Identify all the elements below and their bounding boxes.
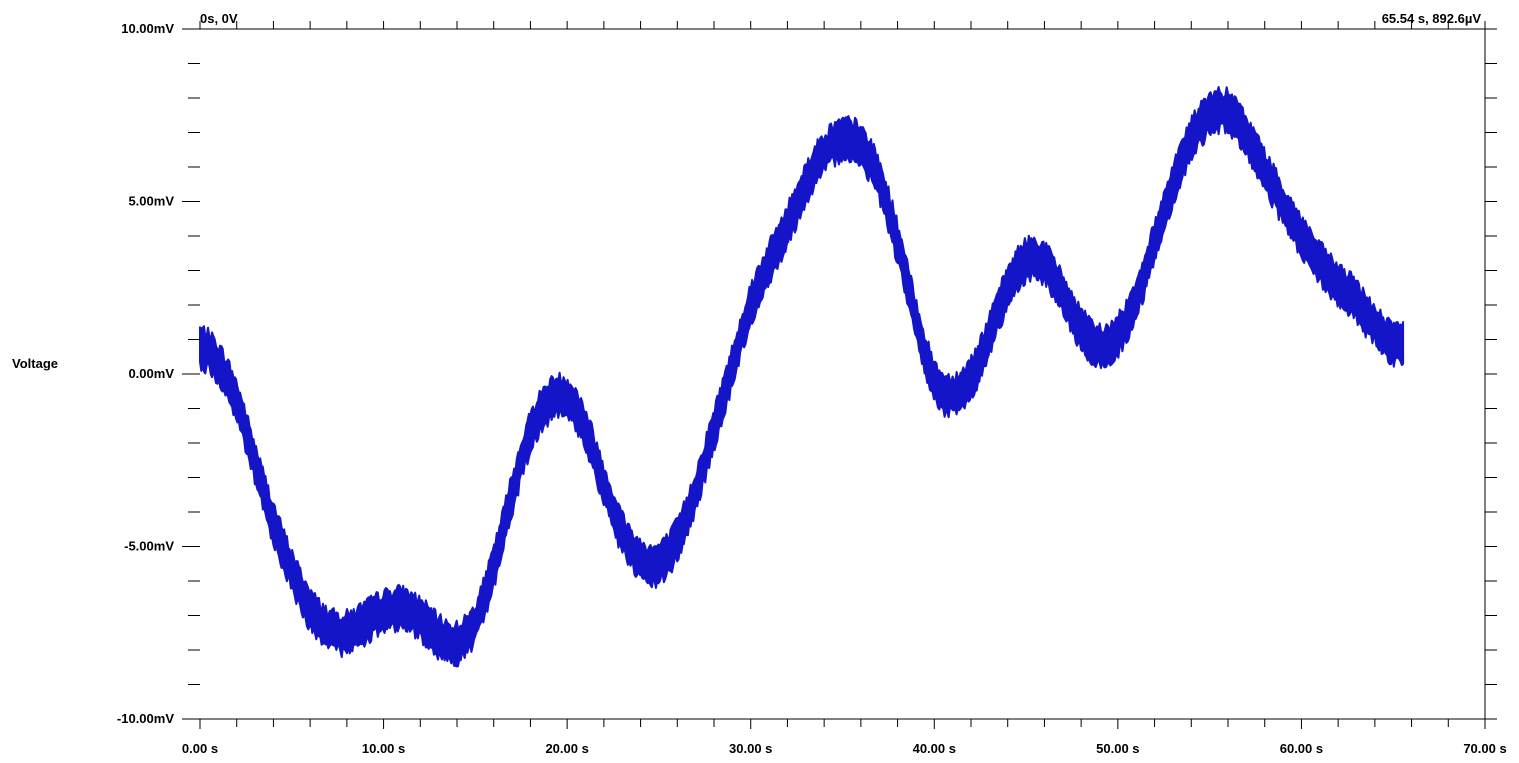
x-tick-label: 40.00 s <box>913 741 956 756</box>
x-tick-label: 50.00 s <box>1096 741 1139 756</box>
x-tick-label: 30.00 s <box>729 741 772 756</box>
signal-band <box>199 86 1405 668</box>
y-axis-label: Voltage <box>12 356 58 371</box>
y-tick-label: -10.00mV <box>117 711 174 726</box>
end-cursor-readout: 65.54 s, 892.6µV <box>1382 11 1482 26</box>
y-tick-label: 5.00mV <box>128 194 174 209</box>
x-tick-labels: 0.00 s 10.00 s 20.00 s 30.00 s 40.00 s 50.00 … <box>182 741 1507 756</box>
x-tick-label: 10.00 s <box>362 741 405 756</box>
x-tick-label: 60.00 s <box>1280 741 1323 756</box>
x-tick-label: 70.00 s <box>1463 741 1506 756</box>
y-tick-labels: 10.00mV 5.00mV 0.00mV -5.00mV -10.00mV <box>117 21 174 726</box>
voltage-series-band <box>199 86 1405 668</box>
x-tick-label: 20.00 s <box>545 741 588 756</box>
x-tick-label: 0.00 s <box>182 741 218 756</box>
axis-ticks <box>182 21 1497 729</box>
start-cursor-readout: 0s, 0V <box>200 11 238 26</box>
y-tick-label: 10.00mV <box>121 21 174 36</box>
y-tick-label: 0.00mV <box>128 366 174 381</box>
y-tick-label: -5.00mV <box>124 539 174 554</box>
